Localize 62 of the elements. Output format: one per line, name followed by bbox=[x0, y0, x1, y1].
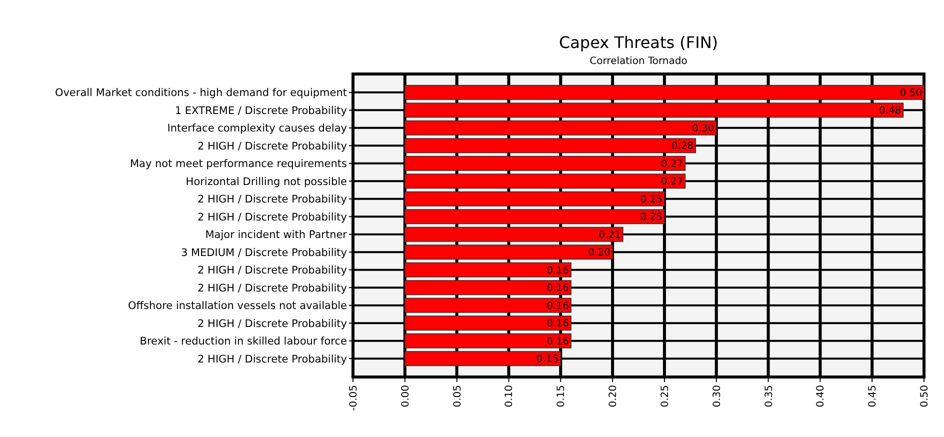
chart-title: Capex Threats (FIN) bbox=[558, 33, 718, 52]
bar bbox=[404, 120, 717, 136]
data-label: 0.28 bbox=[671, 141, 694, 152]
y-tick-label: 2 HIGH / Discrete Probability bbox=[198, 211, 347, 224]
x-tick-label: -0.05 bbox=[348, 385, 360, 411]
y-tick-label: May not meet performance requirements bbox=[130, 158, 347, 170]
data-label: 0.27 bbox=[660, 158, 684, 170]
data-label: 0.25 bbox=[640, 194, 662, 206]
data-label: 0.15 bbox=[536, 354, 559, 366]
y-tick-label: 2 HIGH / Discrete Probability bbox=[198, 264, 347, 277]
data-label: 0.16 bbox=[546, 265, 570, 276]
y-tick-label: Overall Market conditions - high demand for equipment bbox=[54, 87, 347, 100]
data-label: 0.16 bbox=[546, 300, 570, 312]
bar bbox=[404, 298, 572, 313]
y-tick-label: 2 HIGH / Discrete Probability bbox=[198, 318, 347, 330]
data-label: 0.21 bbox=[598, 230, 621, 241]
bar bbox=[404, 351, 562, 366]
x-tick-label: 0.05 bbox=[452, 385, 464, 408]
x-tick-label: 0.30 bbox=[712, 385, 723, 408]
bar bbox=[404, 333, 572, 348]
x-tick-label: 0.40 bbox=[816, 385, 827, 408]
x-tick-label: 0.25 bbox=[660, 385, 671, 408]
data-label: 0.16 bbox=[546, 336, 570, 348]
y-tick-label: Major incident with Partner bbox=[205, 229, 348, 242]
data-label: 0.48 bbox=[878, 106, 902, 117]
bar bbox=[404, 209, 665, 224]
data-label: 0.27 bbox=[660, 176, 684, 188]
bar bbox=[404, 280, 572, 296]
x-tick-label: 0.00 bbox=[400, 385, 412, 408]
bar bbox=[404, 156, 686, 171]
bar bbox=[404, 174, 686, 189]
y-tick-label: 2 HIGH / Discrete Probability bbox=[198, 282, 347, 294]
y-tick-label: 2 HIGH / Discrete Probability bbox=[198, 194, 347, 206]
bar bbox=[404, 138, 696, 154]
y-tick-label: 3 MEDIUM / Discrete Probability bbox=[180, 246, 347, 259]
bar bbox=[404, 84, 924, 100]
y-tick-label: Horizontal Drilling not possible bbox=[186, 176, 347, 188]
y-tick-label: Offshore installation vessels not available bbox=[128, 300, 347, 312]
bar bbox=[404, 102, 904, 118]
x-tick-label: 0.10 bbox=[504, 385, 516, 408]
bar bbox=[404, 262, 572, 278]
chart-subtitle: Correlation Tornado bbox=[590, 56, 688, 67]
x-tick-label: 0.20 bbox=[608, 385, 620, 408]
data-label: 0.16 bbox=[546, 318, 570, 330]
bar bbox=[404, 191, 665, 206]
y-tick-label: 2 HIGH / Discrete Probability bbox=[198, 353, 347, 366]
bar bbox=[404, 316, 572, 331]
data-label: 0.16 bbox=[546, 283, 570, 294]
y-tick-label: Brexit - reduction in skilled labour force bbox=[140, 336, 347, 348]
data-label: 0.25 bbox=[640, 212, 662, 224]
bar bbox=[404, 244, 613, 260]
x-tick-label: 0.15 bbox=[556, 385, 568, 408]
y-tick-label: 2 HIGH / Discrete Probability bbox=[198, 140, 347, 152]
bar bbox=[404, 226, 624, 242]
data-label: 0.50 bbox=[900, 88, 922, 99]
data-label: 0.30 bbox=[692, 123, 714, 134]
data-label: 0.20 bbox=[588, 248, 611, 259]
x-tick-label: 0.45 bbox=[868, 385, 879, 408]
y-tick-label: 1 EXTREME / Discrete Probability bbox=[174, 104, 347, 117]
y-tick-label: Interface complexity causes delay bbox=[167, 122, 347, 135]
x-tick-label: 0.50 bbox=[920, 385, 930, 408]
x-tick-label: 0.35 bbox=[764, 385, 775, 408]
